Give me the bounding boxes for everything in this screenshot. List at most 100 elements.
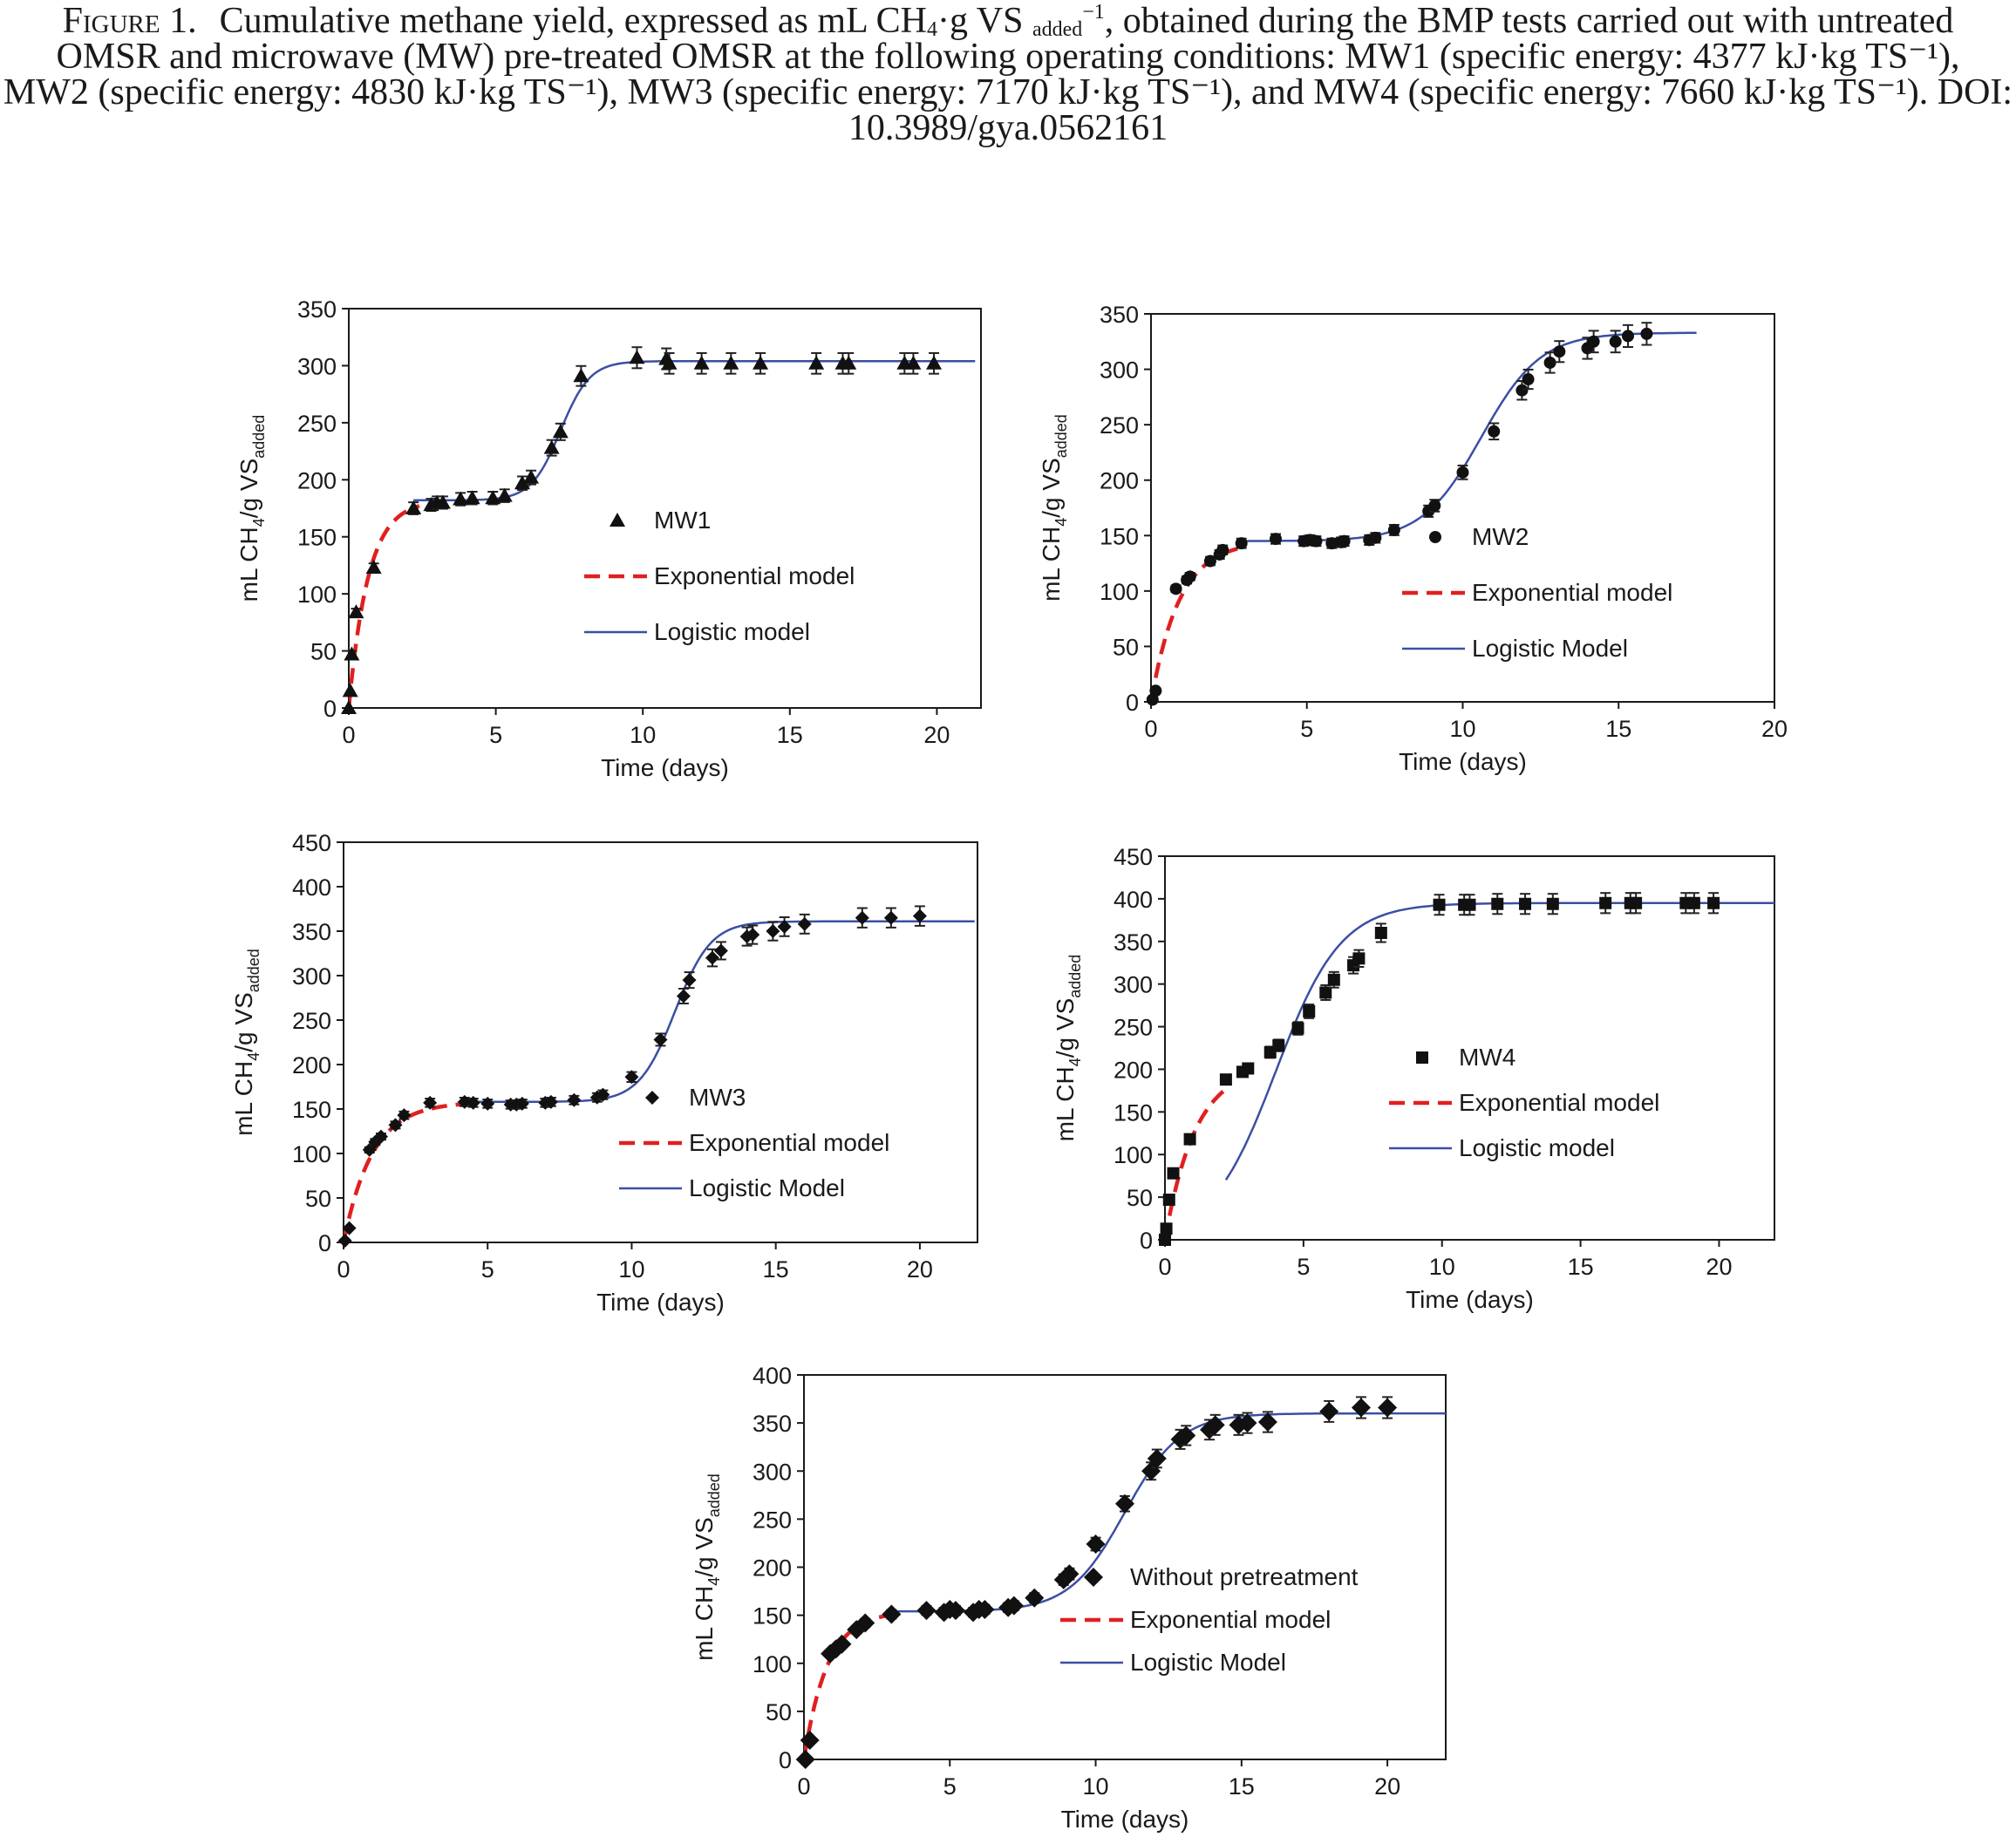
y-tick-label: 150: [297, 525, 337, 551]
legend-label: Exponential model: [1472, 579, 1672, 606]
x-tick-label: 15: [1568, 1254, 1594, 1280]
y-tick-label: 350: [753, 1411, 792, 1437]
plot-area: [348, 308, 982, 709]
data-point: [1086, 1534, 1106, 1555]
figure-label: Figure 1.: [62, 1, 197, 41]
data-point: [342, 1221, 357, 1235]
data-point: [1025, 1588, 1045, 1608]
data-point: [485, 490, 501, 505]
legend-label: MW2: [1472, 523, 1529, 550]
data-point: [661, 355, 678, 370]
y-axis-label: mL CH4/g VSadded: [230, 949, 262, 1136]
y-tick-label: 450: [292, 830, 331, 856]
data-point: [453, 491, 469, 506]
legend-label: Logistic model: [654, 618, 810, 645]
x-axis-label: Time (days): [601, 754, 729, 781]
y-tick-label: 0: [779, 1747, 792, 1773]
y-tick-label: 0: [1140, 1228, 1153, 1254]
data-point: [905, 355, 922, 370]
y-tick-label: 250: [1114, 1015, 1153, 1041]
data-point: [1310, 534, 1323, 548]
y-axis-label: mL CH4/g VSadded: [235, 415, 268, 602]
data-point: [1149, 684, 1162, 697]
y-tick-label: 450: [1114, 844, 1153, 870]
y-tick-label: 200: [292, 1052, 331, 1079]
data-point: [423, 1095, 438, 1110]
x-tick-label: 0: [1158, 1254, 1171, 1280]
data-point: [1203, 555, 1216, 568]
legend: Without pretreatment Exponential model Log…: [1060, 1563, 1359, 1676]
data-point: [388, 1118, 403, 1133]
data-point: [1147, 1448, 1167, 1468]
legend-label: Without pretreatment: [1130, 1563, 1359, 1590]
x-tick-label: 10: [1449, 716, 1475, 742]
data-point: [1369, 531, 1382, 544]
y-tick-label: 0: [324, 696, 337, 722]
legend-marker: [645, 1091, 659, 1105]
caption-line-3: MW2 (specific energy: 4830 kJ·kg TS⁻¹), …: [3, 72, 2013, 112]
data-point: [912, 908, 927, 923]
data-point: [841, 355, 857, 370]
data-point: [337, 1233, 352, 1248]
data-point: [1463, 898, 1476, 911]
data-point: [1338, 534, 1351, 548]
data-point: [653, 1032, 668, 1047]
data-point: [832, 1634, 852, 1654]
legend-label: Exponential model: [654, 562, 855, 589]
data-point: [1257, 1412, 1277, 1432]
data-point: [1707, 896, 1720, 909]
data-point: [552, 424, 569, 439]
data-point: [1325, 537, 1338, 550]
data-point: [1183, 570, 1196, 583]
y-tick-label: 150: [753, 1603, 792, 1630]
x-axis-label: Time (days): [1061, 1806, 1189, 1833]
y-tick-label: 350: [1114, 929, 1153, 956]
data-point: [543, 1094, 558, 1109]
data-point: [480, 1096, 495, 1111]
x-tick-label: 5: [1297, 1254, 1310, 1280]
data-point: [1272, 1039, 1285, 1052]
data-point: [1351, 1398, 1371, 1418]
y-tick-label: 50: [1113, 634, 1139, 660]
data-point: [434, 494, 451, 509]
data-point: [1162, 1194, 1175, 1207]
data-point: [1176, 1426, 1196, 1446]
data-point: [1303, 1004, 1316, 1017]
x-tick-label: 20: [923, 722, 950, 748]
data-point: [1004, 1596, 1024, 1616]
y-tick-label: 50: [1127, 1185, 1153, 1211]
data-point: [365, 560, 382, 575]
y-tick-label: 150: [1114, 1099, 1153, 1126]
x-tick-label: 15: [1605, 716, 1631, 742]
y-tick-label: 100: [1100, 579, 1139, 605]
data-point: [1160, 1222, 1173, 1235]
y-tick-label: 300: [297, 353, 337, 379]
data-point: [1546, 897, 1559, 910]
data-point: [1237, 1413, 1257, 1433]
data-point: [882, 1604, 902, 1624]
caption-line-2: OMSR and microwave (MW) pre-treated OMSR…: [56, 37, 1960, 77]
y-tick-label: 250: [1100, 412, 1139, 439]
x-tick-label: 15: [777, 722, 803, 748]
data-point: [1553, 345, 1566, 358]
y-axis-label: mL CH4/g VSadded: [1052, 955, 1084, 1142]
x-axis-label: Time (days): [596, 1289, 725, 1316]
data-point: [797, 916, 812, 931]
data-point: [1059, 1564, 1080, 1584]
legend-marker: [1416, 1051, 1428, 1064]
data-points: [337, 905, 927, 1248]
data-point: [855, 1613, 875, 1633]
y-tick-label: 300: [292, 963, 331, 990]
x-tick-label: 5: [481, 1256, 494, 1283]
data-point: [466, 1095, 480, 1110]
data-point: [1319, 986, 1332, 999]
y-tick-label: 250: [297, 411, 337, 437]
caption-line-1: Figure 1. Cumulative methane yield, expre…: [62, 1, 1954, 41]
data-point: [344, 646, 360, 661]
data-point: [1378, 1398, 1398, 1418]
x-tick-label: 10: [1083, 1773, 1109, 1800]
